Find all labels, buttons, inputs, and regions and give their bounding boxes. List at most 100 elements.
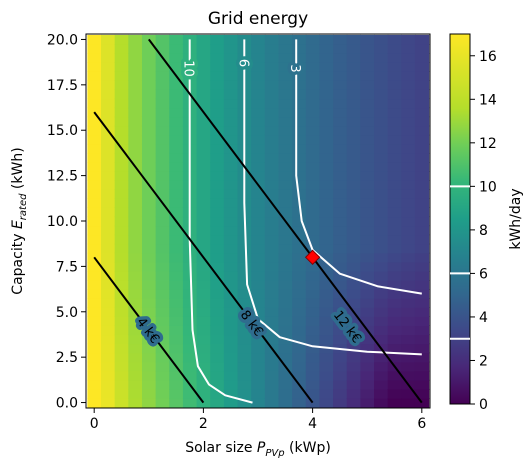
- heatmap-cell: [414, 388, 430, 399]
- heatmap-cell: [237, 343, 252, 354]
- heatmap-cell: [305, 198, 321, 208]
- heatmap-cell: [401, 89, 416, 100]
- heatmap-cell: [87, 152, 102, 163]
- heatmap-cell: [141, 379, 157, 390]
- heatmap-cell: [237, 298, 252, 308]
- heatmap-cell: [264, 361, 280, 372]
- heatmap-cell: [278, 180, 293, 190]
- heatmap-cell: [210, 116, 225, 127]
- heatmap-cell: [333, 161, 348, 172]
- heatmap-cell: [196, 361, 211, 372]
- heatmap-cell: [374, 80, 389, 90]
- heatmap-cell: [374, 270, 389, 281]
- heatmap-cell: [387, 62, 402, 72]
- heatmap-cell: [169, 280, 184, 290]
- heatmap-cell: [401, 388, 416, 399]
- heatmap-cell: [319, 180, 334, 190]
- heatmap-cell: [401, 289, 416, 299]
- heatmap-cell: [251, 80, 266, 90]
- heatmap-cell: [182, 343, 198, 354]
- heatmap-cell: [264, 116, 280, 127]
- heatmap-cell: [414, 234, 430, 245]
- heatmap-cell: [210, 80, 225, 90]
- heatmap-cell: [319, 34, 334, 45]
- heatmap-cell: [278, 370, 293, 381]
- heatmap-cell: [223, 152, 239, 163]
- heatmap-cell: [387, 34, 402, 45]
- heatmap-cell: [401, 43, 416, 54]
- heatmap-cell: [141, 143, 157, 154]
- heatmap-cell: [251, 352, 266, 363]
- heatmap-cell: [264, 43, 280, 54]
- heatmap-cell: [237, 379, 252, 390]
- heatmap-cell: [87, 180, 102, 190]
- heatmap-cell: [128, 207, 143, 218]
- heatmap-cell: [333, 171, 348, 181]
- heatmap-cell: [346, 334, 361, 345]
- heatmap-cell: [223, 270, 239, 281]
- heatmap-cell: [333, 370, 348, 381]
- heatmap-cell: [210, 343, 225, 354]
- heatmap-cell: [319, 388, 334, 399]
- heatmap-cell: [292, 171, 307, 181]
- heatmap-cell: [292, 71, 307, 81]
- heatmap-cell: [319, 225, 334, 236]
- heatmap-cell: [196, 161, 211, 172]
- heatmap-cell: [237, 325, 252, 336]
- heatmap-cell: [360, 62, 375, 72]
- heatmap-cell: [196, 280, 211, 290]
- heatmap-cell: [360, 234, 375, 245]
- heatmap-cell: [87, 352, 102, 363]
- heatmap-cell: [114, 243, 129, 254]
- heatmap-cell: [319, 143, 334, 154]
- heatmap-cell: [305, 280, 321, 290]
- heatmap-cell: [128, 116, 143, 127]
- heatmap-cell: [196, 152, 211, 163]
- heatmap-cell: [223, 207, 239, 218]
- heatmap-cell: [305, 398, 321, 408]
- heatmap-cell: [128, 171, 143, 181]
- heatmap-cell: [305, 261, 321, 272]
- heatmap-cell: [114, 34, 129, 45]
- heatmap-cell: [169, 62, 184, 72]
- heatmap-cell: [278, 280, 293, 290]
- heatmap-cell: [251, 189, 266, 199]
- contour-label-6: 66: [232, 55, 254, 70]
- heatmap-cell: [401, 134, 416, 145]
- heatmap-cell: [87, 189, 102, 199]
- heatmap-cell: [264, 53, 280, 63]
- heatmap-cell: [87, 261, 102, 272]
- heatmap-cell: [387, 261, 402, 272]
- heatmap-cell: [87, 343, 102, 354]
- heatmap-cell: [237, 334, 252, 345]
- heatmap-cell: [346, 370, 361, 381]
- heatmap-cell: [169, 398, 184, 408]
- heatmap-cell: [374, 143, 389, 154]
- heatmap-cell: [210, 252, 225, 263]
- heatmap-cell: [401, 243, 416, 254]
- heatmap-cell: [401, 180, 416, 190]
- heatmap-cell: [278, 53, 293, 63]
- heatmap-cell: [210, 234, 225, 245]
- heatmap-cell: [374, 171, 389, 181]
- heatmap-cell: [305, 71, 321, 81]
- heatmap-cell: [196, 89, 211, 100]
- heatmap-cell: [128, 289, 143, 299]
- heatmap-cell: [128, 398, 143, 408]
- heatmap-cell: [333, 107, 348, 118]
- heatmap-cell: [346, 325, 361, 336]
- heatmap-cell: [401, 189, 416, 199]
- heatmap-cell: [101, 289, 116, 299]
- heatmap-cell: [292, 370, 307, 381]
- heatmap-cell: [414, 207, 430, 218]
- heatmap-cell: [141, 116, 157, 127]
- heatmap-cell: [223, 361, 239, 372]
- heatmap-cell: [169, 116, 184, 127]
- heatmap-cell: [292, 180, 307, 190]
- heatmap-cell: [374, 398, 389, 408]
- heatmap-cell: [251, 134, 266, 145]
- heatmap-cell: [210, 98, 225, 109]
- heatmap-cell: [101, 43, 116, 54]
- y-tick-label: 2.5: [56, 350, 78, 366]
